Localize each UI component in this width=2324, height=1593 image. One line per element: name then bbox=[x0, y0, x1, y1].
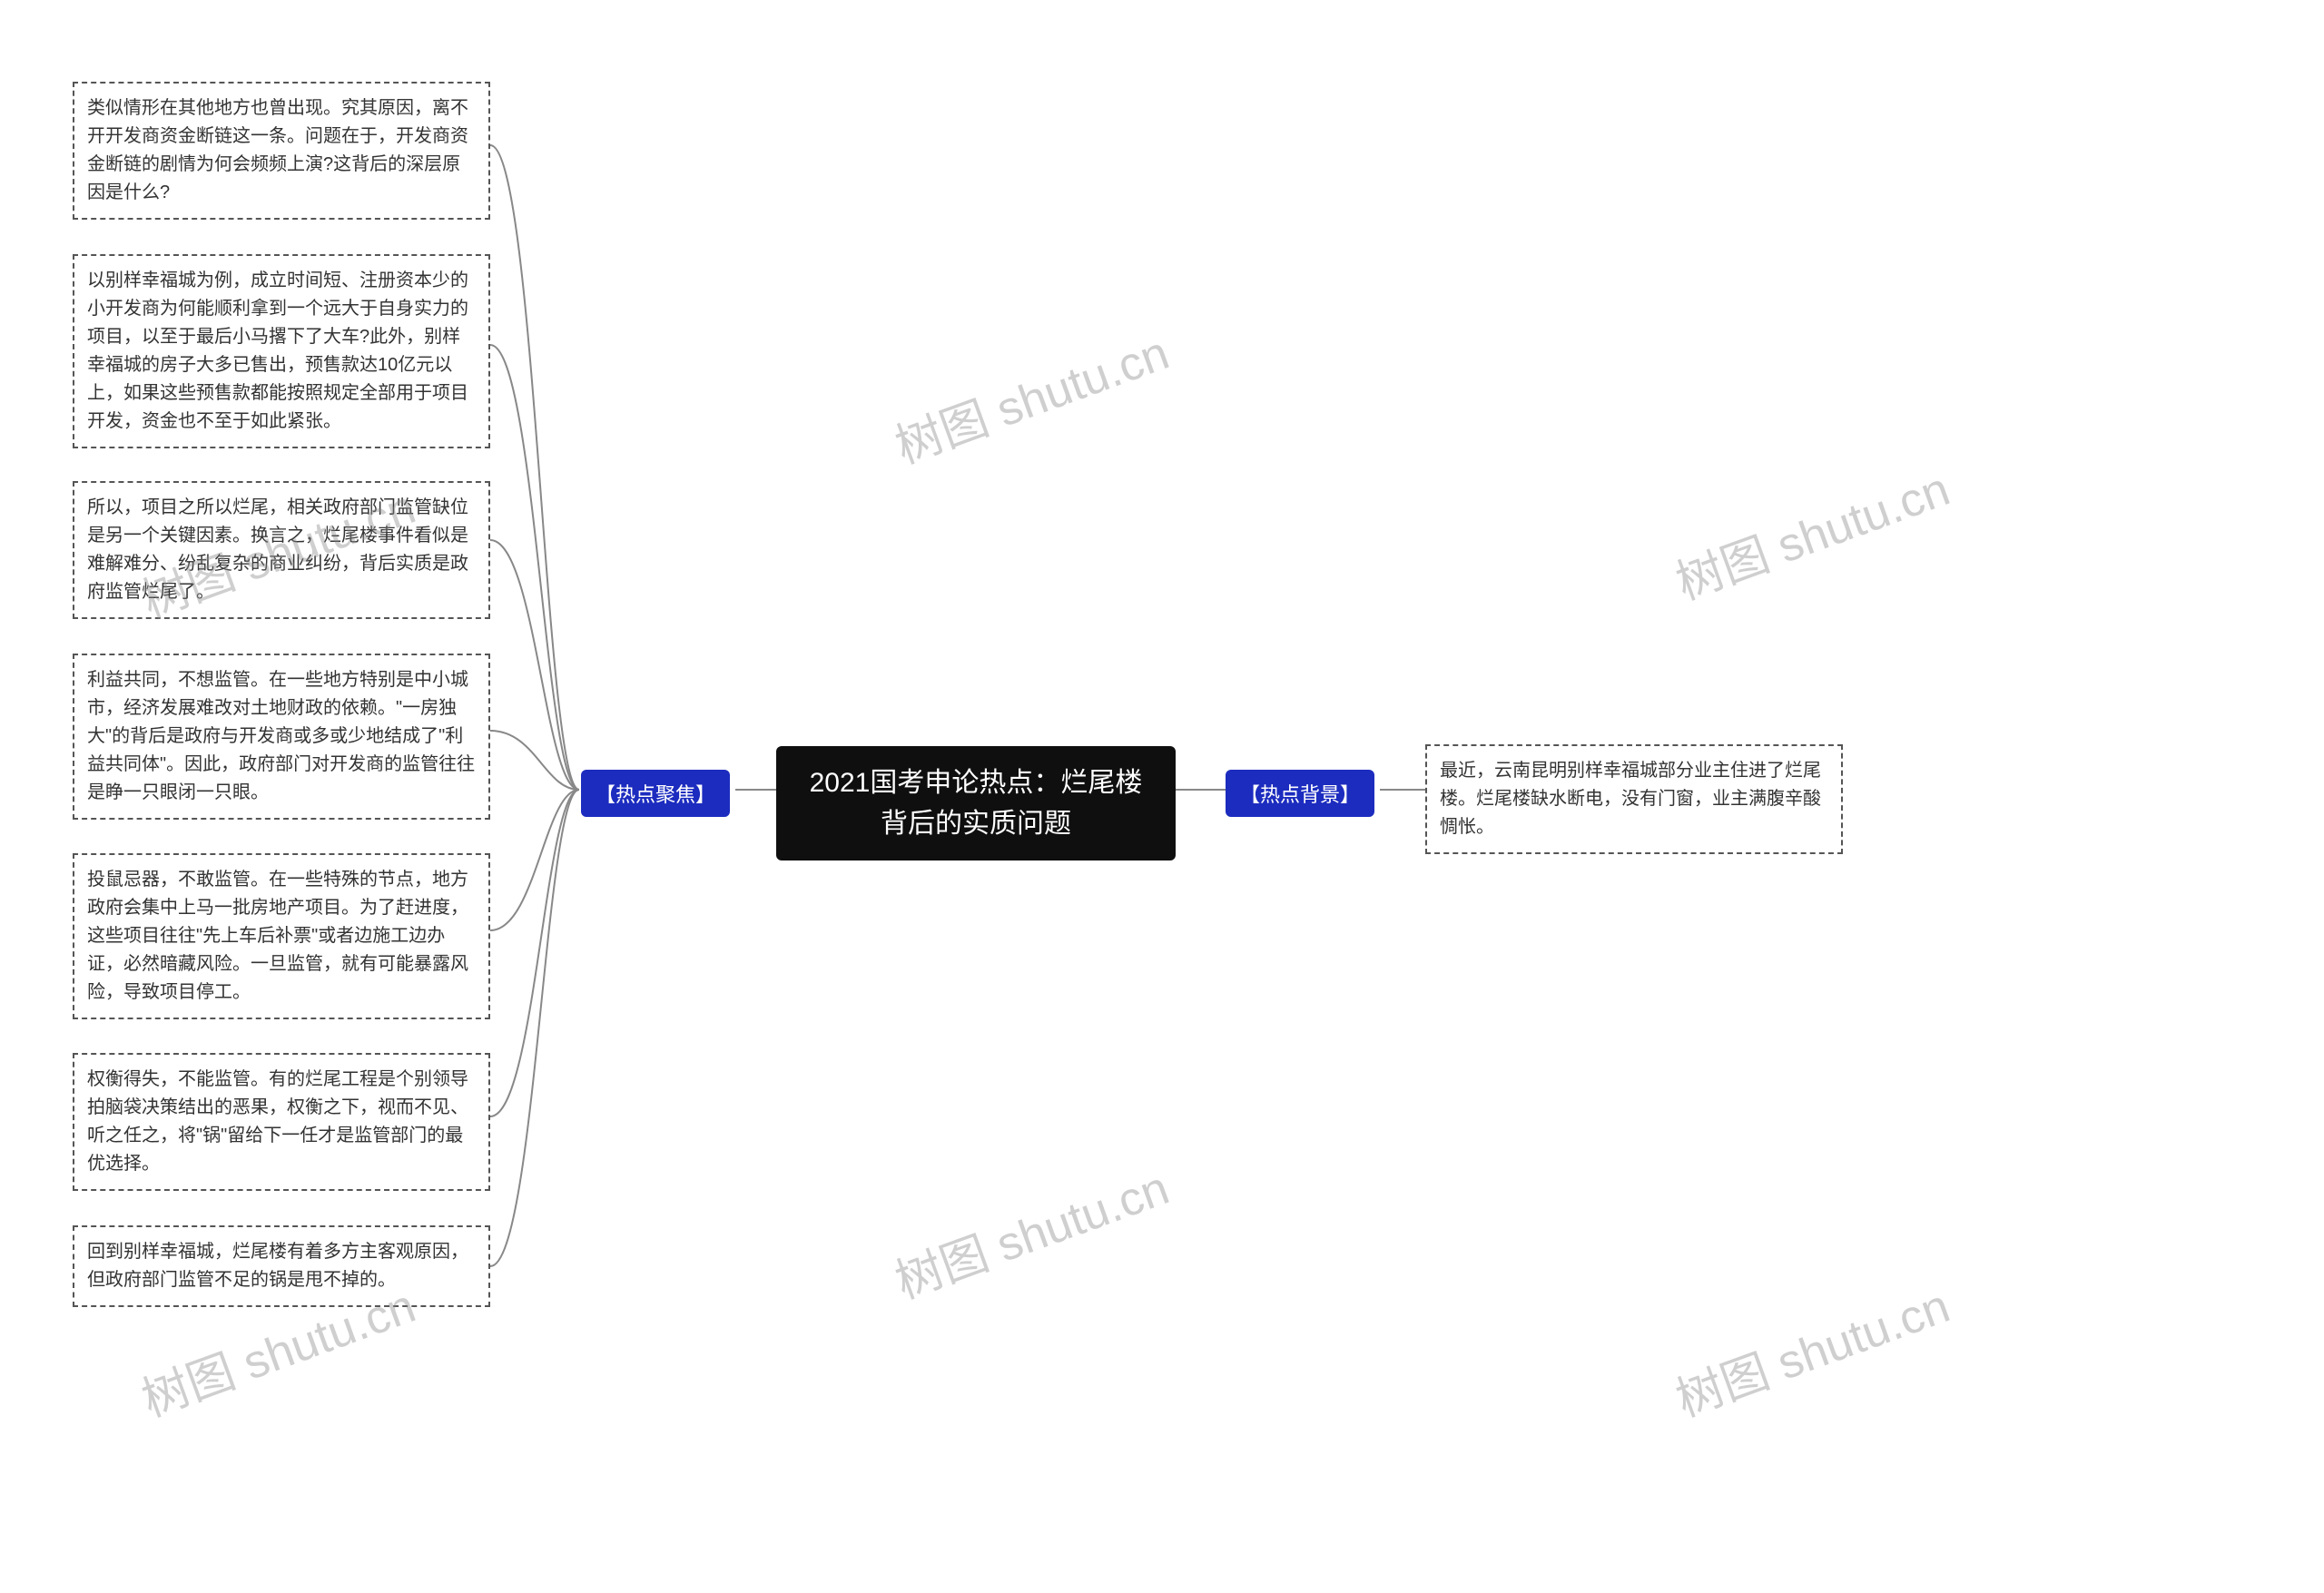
branch-background[interactable]: 【热点背景】 bbox=[1226, 770, 1374, 817]
leaf-focus-1[interactable]: 类似情形在其他地方也曾出现。究其原因，离不开开发商资金断链这一条。问题在于，开发… bbox=[73, 82, 490, 220]
leaf-text: 利益共同，不想监管。在一些地方特别是中小城市，经济发展难改对土地财政的依赖。"一… bbox=[87, 670, 475, 802]
branch-background-label: 【热点背景】 bbox=[1240, 783, 1360, 806]
leaf-focus-6[interactable]: 权衡得失，不能监管。有的烂尾工程是个别领导拍脑袋决策结出的恶果，权衡之下，视而不… bbox=[73, 1053, 490, 1191]
branch-focus-label: 【热点聚焦】 bbox=[596, 783, 715, 806]
center-topic[interactable]: 2021国考申论热点：烂尾楼背后的实质问题 bbox=[776, 746, 1176, 860]
leaf-focus-3[interactable]: 所以，项目之所以烂尾，相关政府部门监管缺位是另一个关键因素。换言之，烂尾楼事件看… bbox=[73, 481, 490, 619]
leaf-focus-7[interactable]: 回到别样幸福城，烂尾楼有着多方主客观原因，但政府部门监管不足的锅是甩不掉的。 bbox=[73, 1225, 490, 1307]
center-topic-text: 2021国考申论热点：烂尾楼背后的实质问题 bbox=[810, 768, 1143, 839]
leaf-background-detail[interactable]: 最近，云南昆明别样幸福城部分业主住进了烂尾楼。烂尾楼缺水断电，没有门窗，业主满腹… bbox=[1425, 744, 1843, 854]
branch-focus[interactable]: 【热点聚焦】 bbox=[581, 770, 730, 817]
leaf-text: 以别样幸福城为例，成立时间短、注册资本少的小开发商为何能顺利拿到一个远大于自身实… bbox=[87, 270, 468, 431]
leaf-text: 类似情形在其他地方也曾出现。究其原因，离不开开发商资金断链这一条。问题在于，开发… bbox=[87, 98, 468, 202]
leaf-focus-2[interactable]: 以别样幸福城为例，成立时间短、注册资本少的小开发商为何能顺利拿到一个远大于自身实… bbox=[73, 254, 490, 448]
leaf-text: 最近，云南昆明别样幸福城部分业主住进了烂尾楼。烂尾楼缺水断电，没有门窗，业主满腹… bbox=[1440, 761, 1821, 837]
leaf-text: 回到别样幸福城，烂尾楼有着多方主客观原因，但政府部门监管不足的锅是甩不掉的。 bbox=[87, 1242, 468, 1290]
leaf-focus-4[interactable]: 利益共同，不想监管。在一些地方特别是中小城市，经济发展难改对土地财政的依赖。"一… bbox=[73, 654, 490, 820]
mindmap-canvas: 2021国考申论热点：烂尾楼背后的实质问题 【热点聚焦】 【热点背景】 最近，云… bbox=[0, 0, 2324, 1593]
leaf-text: 权衡得失，不能监管。有的烂尾工程是个别领导拍脑袋决策结出的恶果，权衡之下，视而不… bbox=[87, 1069, 468, 1174]
leaf-text: 所以，项目之所以烂尾，相关政府部门监管缺位是另一个关键因素。换言之，烂尾楼事件看… bbox=[87, 497, 468, 602]
leaf-text: 投鼠忌器，不敢监管。在一些特殊的节点，地方政府会集中上马一批房地产项目。为了赶进… bbox=[87, 870, 468, 1002]
leaf-focus-5[interactable]: 投鼠忌器，不敢监管。在一些特殊的节点，地方政府会集中上马一批房地产项目。为了赶进… bbox=[73, 853, 490, 1019]
